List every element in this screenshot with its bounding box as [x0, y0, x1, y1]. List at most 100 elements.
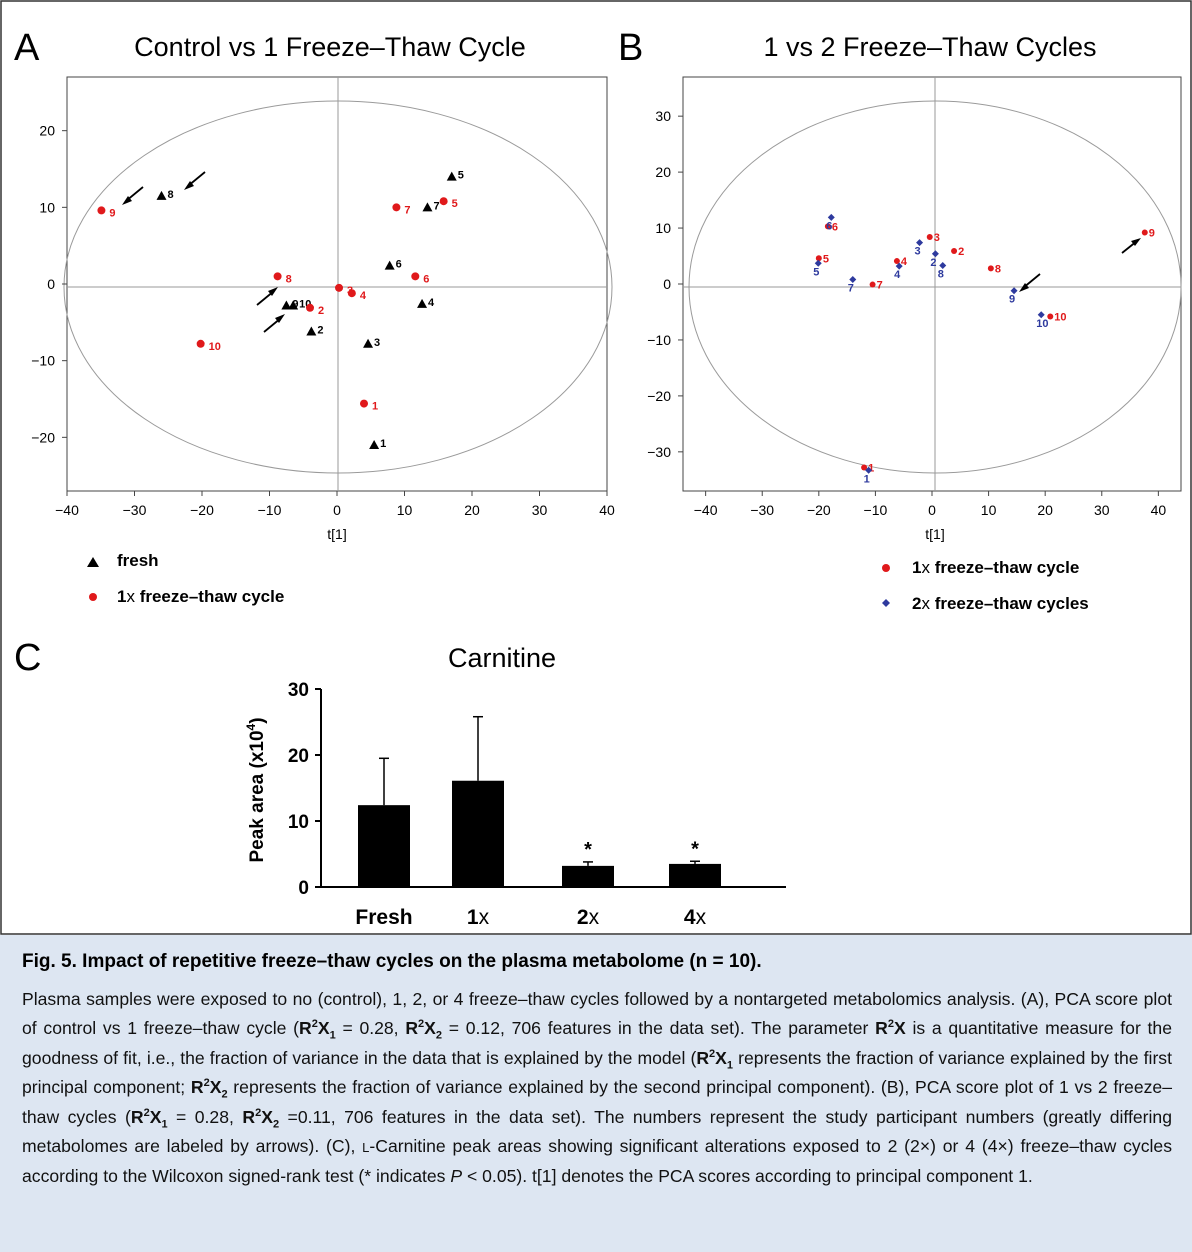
data-point-triangle: [156, 190, 167, 200]
panel-a-arrows: [122, 171, 285, 333]
x-tick-label: −40: [55, 502, 79, 518]
x-tick-label: 10: [397, 502, 413, 518]
arrow-icon: [256, 287, 278, 306]
bar: [452, 780, 504, 887]
data-point-triangle: [446, 171, 457, 181]
data-point-circle: [97, 206, 106, 215]
data-point-label: 6: [826, 220, 832, 232]
data-point-label: 4: [901, 256, 908, 268]
y-tick-label: −20: [647, 388, 671, 404]
data-point-circle: [392, 203, 401, 212]
data-point-diamond: [931, 250, 939, 258]
data-point-label: 7: [404, 204, 410, 216]
panel-b-arrows: [1019, 238, 1141, 292]
y-tick-label: 0: [47, 276, 55, 292]
data-point-triangle: [306, 326, 317, 336]
x-category-label: 2x: [577, 906, 600, 929]
data-point-circle: [1141, 229, 1148, 236]
legend-diamond-icon: [882, 599, 890, 607]
data-point-label: 1: [868, 463, 874, 475]
x-tick-label: 20: [464, 502, 480, 518]
x-tick-label: −30: [123, 502, 147, 518]
data-point-label: 3: [934, 232, 940, 244]
data-point-label: 6: [423, 273, 429, 285]
data-point-circle: [439, 197, 448, 206]
data-point-circle: [196, 339, 205, 348]
panel-a: A Control vs 1 Freeze–Thaw Cycle −40 −30−…: [14, 27, 615, 606]
data-point-label: 4: [428, 297, 435, 309]
data-point-circle: [951, 247, 958, 254]
data-point-label: 8: [938, 269, 944, 281]
legend-1x-label: 1x freeze–thaw cycle: [912, 558, 1079, 577]
panel-a-letter: A: [14, 27, 40, 69]
data-point-label: 10: [1036, 318, 1048, 330]
legend-triangle-icon: [87, 557, 99, 567]
data-point-label: 5: [452, 198, 458, 210]
data-point-circle: [824, 223, 831, 230]
y-tick-label: −10: [647, 332, 671, 348]
figure: A Control vs 1 Freeze–Thaw Cycle −40 −30−…: [0, 0, 1192, 935]
panel-c-y-label: Peak area (x104): [244, 717, 268, 862]
data-point-circle: [347, 289, 356, 298]
arrow-icon: [263, 314, 285, 333]
panel-a-y-ticks: 20 10 0 −10 −20: [31, 123, 67, 445]
arrow-icon: [184, 171, 206, 190]
data-point-label: 9: [292, 298, 298, 310]
data-point-circle: [335, 283, 344, 292]
data-point-diamond: [916, 239, 924, 247]
data-point-diamond: [895, 262, 903, 270]
data-point-label: 1: [372, 401, 378, 413]
figure-caption: Fig. 5. Impact of repetitive freeze–thaw…: [0, 935, 1192, 1252]
data-point-diamond: [814, 259, 822, 267]
legend-2x-label: 2x freeze–thaw cycles: [912, 594, 1089, 613]
x-tick-label: 30: [532, 502, 548, 518]
y-tick-label: 10: [655, 220, 671, 236]
data-point-label: 4: [360, 290, 367, 302]
data-point-triangle: [422, 202, 433, 212]
x-tick-label: 20: [1037, 502, 1053, 518]
panel-c-y-ticks: 30 20 10 0: [288, 680, 321, 899]
data-point-triangle: [417, 298, 428, 308]
y-tick-label: 20: [39, 123, 55, 139]
panel-c-title: Carnitine: [448, 643, 556, 673]
x-tick-label: 0: [928, 502, 936, 518]
data-point-label: 2: [930, 257, 936, 269]
data-point-circle: [360, 399, 368, 408]
y-tick-label: −30: [647, 444, 671, 460]
x-category-label: 1x: [467, 906, 490, 929]
x-category-label: Fresh: [355, 906, 412, 929]
data-point-circle: [861, 464, 868, 471]
x-tick-label: −20: [190, 502, 214, 518]
data-point-label: 10: [1054, 311, 1066, 323]
y-tick-label: 30: [288, 680, 309, 701]
data-point-circle: [815, 255, 822, 262]
data-point-diamond: [865, 466, 873, 474]
panel-c-letter: C: [14, 637, 41, 679]
y-tick-label: 20: [288, 746, 309, 767]
x-tick-label: −20: [807, 502, 831, 518]
arrow-icon: [122, 186, 144, 205]
x-tick-label: −40: [694, 502, 718, 518]
panel-b-legend: 1x freeze–thaw cycle 2x freeze–thaw cycl…: [882, 558, 1089, 613]
data-point-triangle: [363, 338, 374, 348]
data-point-diamond: [849, 276, 857, 284]
data-point-circle: [987, 265, 994, 272]
figure-frame: [0, 0, 1192, 935]
data-point-triangle: [384, 260, 395, 270]
panel-b-x-label: t[1]: [925, 526, 944, 542]
data-point-label: 7: [848, 283, 854, 295]
significance-star: *: [691, 838, 699, 860]
caption-line: Plasma samples were exposed to no (contr…: [22, 989, 1016, 1009]
data-point-circle: [869, 281, 876, 288]
panel-b-letter: B: [618, 27, 643, 69]
arrow-icon: [1019, 273, 1041, 292]
x-tick-label: −10: [864, 502, 888, 518]
y-tick-label: 10: [39, 199, 55, 215]
data-point-label: 8: [995, 263, 1001, 275]
data-point-circle: [926, 234, 933, 241]
data-point-diamond: [1010, 287, 1018, 295]
legend-1x-label: 1x freeze–thaw cycle: [117, 587, 284, 606]
